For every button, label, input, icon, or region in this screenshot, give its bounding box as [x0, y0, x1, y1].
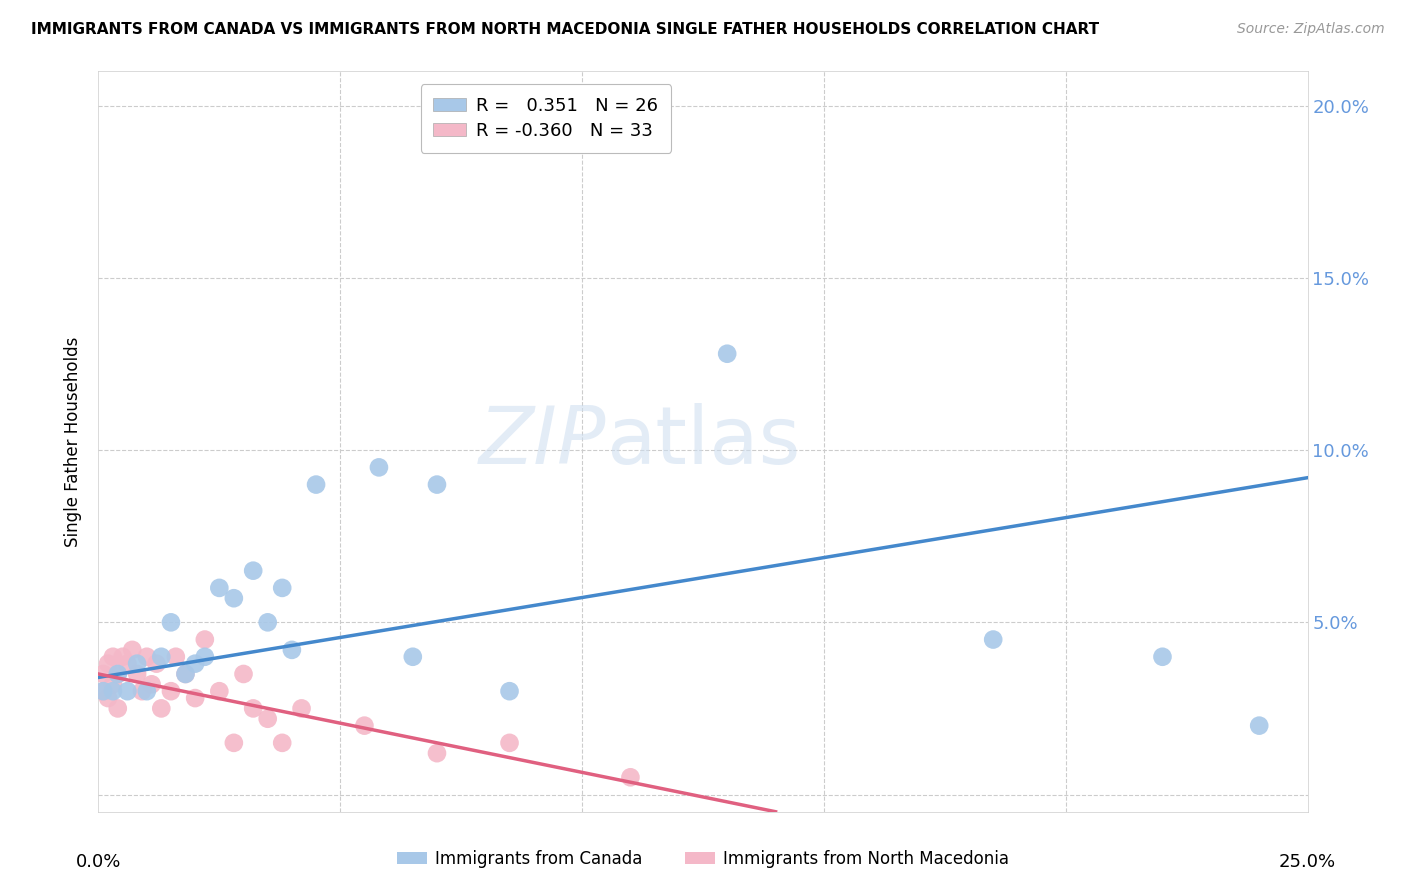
- Point: [150, 701, 173, 715]
- Point: [242, 701, 264, 715]
- Point: [101, 677, 124, 691]
- Point: [141, 677, 163, 691]
- Point: [91, 684, 114, 698]
- Point: [111, 649, 134, 664]
- Point: [91, 684, 114, 698]
- Point: [117, 657, 139, 671]
- Point: [353, 718, 375, 732]
- Point: [242, 564, 264, 578]
- Point: [107, 667, 129, 681]
- Text: atlas: atlas: [606, 402, 800, 481]
- Point: [131, 684, 153, 698]
- Point: [184, 657, 207, 671]
- Point: [208, 684, 231, 698]
- Point: [281, 643, 304, 657]
- Point: [194, 649, 217, 664]
- Text: ZIP: ZIP: [479, 402, 606, 481]
- Point: [305, 477, 328, 491]
- Point: [127, 657, 149, 671]
- Point: [981, 632, 1004, 647]
- Point: [208, 581, 231, 595]
- Point: [145, 657, 167, 671]
- Point: [498, 736, 520, 750]
- Point: [160, 615, 183, 630]
- Point: [271, 736, 294, 750]
- Point: [174, 667, 197, 681]
- Point: [426, 746, 449, 760]
- Point: [165, 649, 187, 664]
- Point: [1249, 718, 1271, 732]
- Point: [256, 712, 278, 726]
- Point: [1152, 649, 1174, 664]
- Point: [107, 701, 129, 715]
- Legend: R =   0.351   N = 26, R = -0.360   N = 33: R = 0.351 N = 26, R = -0.360 N = 33: [420, 84, 671, 153]
- Text: IMMIGRANTS FROM CANADA VS IMMIGRANTS FROM NORTH MACEDONIA SINGLE FATHER HOUSEHOL: IMMIGRANTS FROM CANADA VS IMMIGRANTS FRO…: [31, 22, 1099, 37]
- Point: [97, 657, 120, 671]
- Point: [426, 477, 449, 491]
- Point: [271, 581, 294, 595]
- Point: [619, 770, 641, 784]
- Point: [135, 684, 157, 698]
- Point: [91, 667, 114, 681]
- Point: [498, 684, 520, 698]
- Point: [107, 667, 129, 681]
- Point: [150, 649, 173, 664]
- Point: [135, 649, 157, 664]
- Point: [256, 615, 278, 630]
- Point: [101, 684, 124, 698]
- Point: [290, 701, 312, 715]
- Legend: Immigrants from Canada, Immigrants from North Macedonia: Immigrants from Canada, Immigrants from …: [391, 844, 1015, 875]
- Text: 25.0%: 25.0%: [1279, 853, 1336, 871]
- Point: [368, 460, 391, 475]
- Point: [222, 591, 245, 606]
- Point: [232, 667, 254, 681]
- Text: 0.0%: 0.0%: [76, 853, 121, 871]
- Point: [127, 667, 149, 681]
- Text: Source: ZipAtlas.com: Source: ZipAtlas.com: [1237, 22, 1385, 37]
- Point: [160, 684, 183, 698]
- Point: [184, 691, 207, 706]
- Point: [174, 667, 197, 681]
- Point: [97, 691, 120, 706]
- Point: [402, 649, 425, 664]
- Point: [222, 736, 245, 750]
- Point: [101, 649, 124, 664]
- Point: [716, 347, 738, 361]
- Point: [121, 643, 143, 657]
- Point: [194, 632, 217, 647]
- Y-axis label: Single Father Households: Single Father Households: [65, 336, 83, 547]
- Point: [117, 684, 139, 698]
